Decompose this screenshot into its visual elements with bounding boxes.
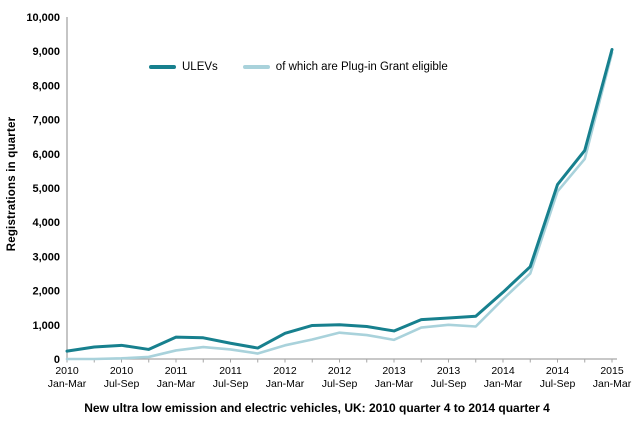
x-tick-year-label: 2011 — [219, 365, 242, 377]
y-tick-label: 7,000 — [32, 115, 60, 127]
x-tick-year-label: 2013 — [382, 365, 406, 377]
y-tick-label: 2,000 — [32, 286, 60, 298]
x-tick-quarter-label: Jul-Sep — [431, 378, 467, 390]
x-tick-year-label: 2013 — [437, 365, 461, 377]
y-tick-label: 6,000 — [32, 149, 60, 161]
x-tick-year-label: 2014 — [491, 365, 515, 377]
x-tick-year-label: 2012 — [328, 365, 352, 377]
y-tick-label: 1,000 — [32, 320, 60, 332]
x-tick-year-label: 2014 — [546, 365, 570, 377]
series-line-ulevs — [65, 47, 614, 353]
x-tick-year-label: 2010 — [110, 365, 134, 377]
y-tick-label: 9,000 — [32, 46, 60, 58]
legend-item-plugin-grant: of which are Plug-in Grant eligible — [242, 61, 448, 73]
x-tick-quarter-label: Jan-Mar — [593, 378, 632, 390]
chart-title: New ultra low emission and electric vehi… — [84, 401, 550, 415]
y-tick-label: 5,000 — [32, 183, 60, 195]
x-tick-quarter-label: Jul-Sep — [104, 378, 140, 390]
y-tick-label: 3,000 — [32, 251, 60, 263]
x-tick-quarter-label: Jan-Mar — [266, 378, 305, 390]
x-tick-quarter-label: Jan-Mar — [157, 378, 196, 390]
y-tick-label: 0 — [54, 354, 60, 366]
x-tick-quarter-label: Jul-Sep — [213, 378, 249, 390]
y-tick-label: 4,000 — [32, 217, 60, 229]
x-tick-year-label: 2010 — [55, 365, 79, 377]
x-tick-quarter-label: Jan-Mar — [48, 378, 87, 390]
legend-swatch-ulevs — [149, 65, 176, 69]
legend-label-ulevs: ULEVs — [182, 61, 218, 73]
x-tick-year-label: 2012 — [273, 365, 297, 377]
x-tick-quarter-label: Jan-Mar — [484, 378, 523, 390]
x-tick-year-label: 2011 — [165, 365, 188, 377]
legend: ULEVs of which are Plug-in Grant eligibl… — [149, 61, 448, 73]
y-tick-label: 10,000 — [26, 12, 60, 24]
series-line-of-which-are-plug-in-grant-eligible — [65, 51, 614, 361]
x-tick-quarter-label: Jul-Sep — [322, 378, 358, 390]
x-tick-quarter-label: Jul-Sep — [540, 378, 576, 390]
x-tick-year-label: 2015 — [600, 365, 624, 377]
legend-swatch-plugin-grant — [242, 65, 270, 69]
legend-item-ulevs: ULEVs — [149, 61, 218, 73]
legend-label-plugin-grant: of which are Plug-in Grant eligible — [275, 61, 448, 73]
x-tick-quarter-label: Jan-Mar — [375, 378, 414, 390]
y-tick-label: 8,000 — [32, 80, 60, 92]
